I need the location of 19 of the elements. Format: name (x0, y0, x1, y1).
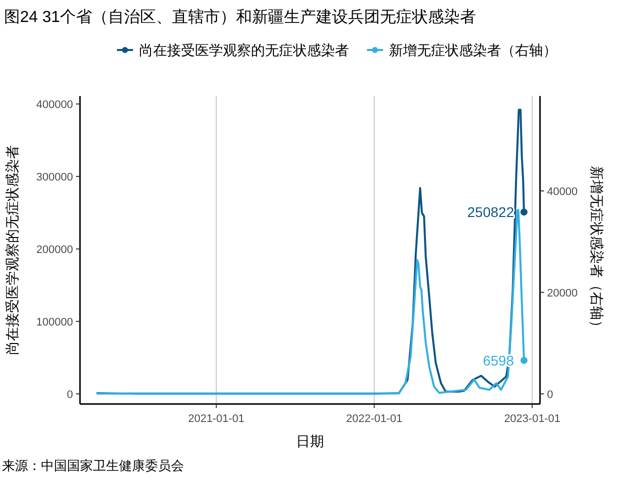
y-tick-label: 300000 (36, 171, 73, 184)
x-tick-label: 2021-01-01 (188, 413, 244, 425)
x-tick-label: 2022-01-01 (346, 413, 402, 425)
data-label: 250822 (467, 204, 514, 220)
y-tick-label: 100000 (36, 316, 73, 328)
y2-tick-label: 20000 (547, 287, 578, 300)
legend-label: 新增无症状感染者（右轴） (389, 42, 557, 58)
y-tick-label: 0 (66, 388, 73, 401)
y2-tick-label: 0 (547, 388, 554, 401)
chart-title: 图24 31个省（自治区、直辖市）和新疆生产建设兵团无症状感染者 (4, 8, 476, 26)
y-tick-label: 200000 (36, 244, 73, 256)
y-tick-label: 400000 (36, 98, 73, 111)
x-axis-title: 日期 (296, 433, 324, 449)
x-tick-label: 2023-01-01 (504, 413, 560, 425)
y2-axis-title: 新增无症状感染者（右轴） (589, 166, 605, 334)
legend-label: 尚在接受医学观察的无症状感染者 (139, 42, 349, 58)
y2-tick-label: 40000 (547, 186, 578, 198)
y-axis-title: 尚在接受医学观察的无症状感染者 (4, 145, 20, 355)
source-note: 来源：中国国家卫生健康委员会 (2, 458, 184, 473)
